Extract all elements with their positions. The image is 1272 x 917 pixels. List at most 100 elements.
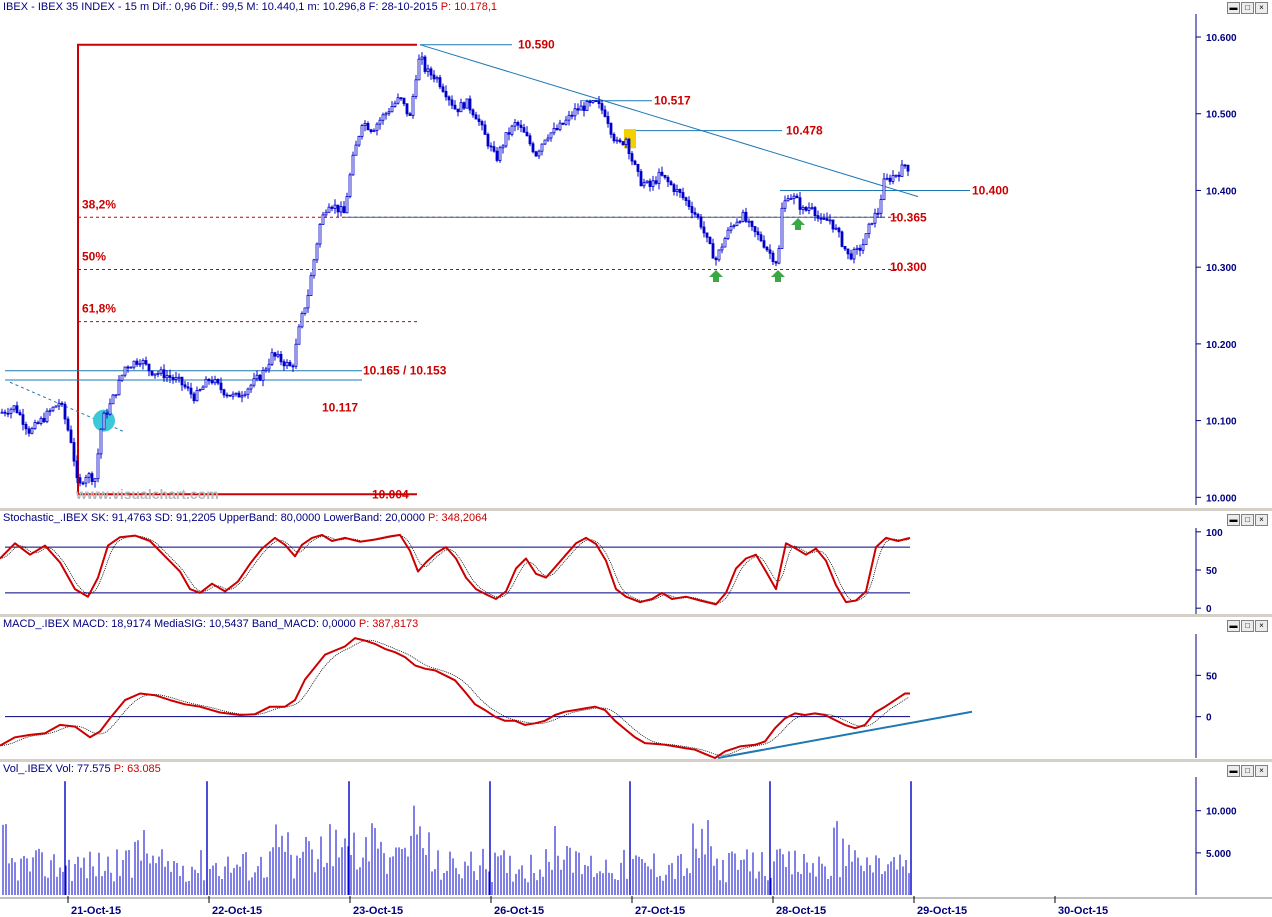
- candle-body: [54, 405, 58, 408]
- minimize-button[interactable]: ▬: [1227, 514, 1240, 526]
- candle-body: [858, 247, 862, 251]
- candle-body: [696, 213, 700, 218]
- candle-body: [732, 225, 736, 227]
- candle-body: [231, 393, 235, 397]
- candle-body: [720, 246, 724, 251]
- candle-body: [561, 122, 565, 125]
- candle-body: [543, 139, 547, 145]
- panel-separator[interactable]: [0, 759, 1272, 762]
- maximize-button[interactable]: □: [1241, 2, 1254, 14]
- candle-body: [126, 366, 130, 369]
- candle-body: [225, 394, 229, 397]
- candle-body: [618, 139, 622, 143]
- price-tick-label: 10.000: [1206, 493, 1237, 504]
- maximize-button[interactable]: □: [1241, 620, 1254, 632]
- candle-body: [540, 143, 544, 152]
- close-button[interactable]: ×: [1255, 514, 1268, 526]
- candle-body: [444, 91, 448, 98]
- candle-body: [297, 326, 301, 345]
- candle-body: [165, 375, 169, 379]
- candle-body: [840, 231, 844, 247]
- minimize-button[interactable]: ▬: [1227, 620, 1240, 632]
- candle-body: [432, 74, 436, 80]
- candle-body: [249, 384, 253, 390]
- candle-body: [372, 129, 376, 132]
- close-button[interactable]: ×: [1255, 2, 1268, 14]
- candle-body: [294, 343, 298, 367]
- candle-body: [402, 97, 406, 105]
- candle-body: [822, 217, 826, 220]
- close-button[interactable]: ×: [1255, 765, 1268, 777]
- candle-body: [867, 223, 871, 235]
- candle-body: [141, 360, 145, 365]
- candle-body: [897, 174, 901, 177]
- candle-body: [387, 111, 391, 114]
- candle-body: [144, 360, 148, 365]
- candle-body: [330, 206, 334, 209]
- candle-body: [186, 386, 190, 389]
- candle-body: [336, 204, 340, 213]
- candle-body: [273, 352, 277, 357]
- candle-body: [438, 77, 442, 88]
- stoch-window-buttons: ▬ □ ×: [1227, 514, 1268, 526]
- candle-body: [516, 122, 520, 126]
- candle-body: [192, 393, 196, 402]
- candle-body: [102, 412, 106, 430]
- date-tick-label: 23-Oct-15: [353, 905, 403, 917]
- panel-separator[interactable]: [0, 614, 1272, 617]
- candle-body: [264, 368, 268, 371]
- candle-body: [882, 178, 886, 200]
- candle-body: [528, 135, 532, 145]
- candle-body: [600, 103, 604, 111]
- candle-body: [369, 129, 373, 132]
- candle-body: [603, 109, 607, 117]
- candle-body: [645, 180, 649, 184]
- candle-body: [615, 139, 619, 142]
- candle-body: [486, 134, 490, 147]
- candle-body: [435, 77, 439, 80]
- arrow-up-icon: [709, 270, 723, 282]
- candle-body: [147, 363, 151, 372]
- candle-body: [306, 295, 310, 309]
- vol-window-buttons: ▬ □ ×: [1227, 765, 1268, 777]
- maximize-button[interactable]: □: [1241, 514, 1254, 526]
- level-label: 10.365: [890, 210, 927, 224]
- price-tick-label: 10.500: [1206, 110, 1237, 121]
- candle-body: [423, 56, 427, 72]
- candle-body: [111, 394, 115, 405]
- maximize-button[interactable]: □: [1241, 765, 1254, 777]
- candle-body: [276, 353, 280, 357]
- candle-body: [648, 180, 652, 187]
- candle-body: [810, 207, 814, 209]
- candle-body: [456, 108, 460, 113]
- candle-body: [747, 220, 751, 223]
- level-label: 10.165 / 10.153: [363, 364, 447, 378]
- candle-body: [546, 137, 550, 141]
- macd-header-text: MACD_.IBEX MACD: 18,9174 MediaSIG: 10,54…: [3, 618, 356, 630]
- candle-body: [705, 232, 709, 238]
- downtrend-line: [419, 44, 919, 198]
- close-button[interactable]: ×: [1255, 620, 1268, 632]
- candle-body: [519, 124, 523, 128]
- candle-body: [228, 394, 232, 397]
- candle-body: [786, 198, 790, 202]
- candle-body: [270, 352, 274, 365]
- candle-body: [723, 238, 727, 248]
- panel-separator[interactable]: [0, 508, 1272, 511]
- fib-level-label: 38,2%: [82, 197, 116, 211]
- candle-body: [573, 108, 577, 117]
- candle-body: [45, 410, 49, 423]
- candle-body: [570, 114, 574, 117]
- minimize-button[interactable]: ▬: [1227, 765, 1240, 777]
- fib-level-label: 50%: [82, 249, 106, 263]
- candle-body: [657, 171, 661, 184]
- macd-tick-label: 0: [1206, 713, 1212, 724]
- candle-body: [342, 206, 346, 214]
- candle-body: [321, 214, 325, 225]
- candle-body: [711, 243, 715, 259]
- candle-body: [828, 219, 832, 222]
- candle-body: [390, 106, 394, 113]
- candle-body: [357, 136, 361, 146]
- minimize-button[interactable]: ▬: [1227, 2, 1240, 14]
- candle-body: [714, 257, 718, 261]
